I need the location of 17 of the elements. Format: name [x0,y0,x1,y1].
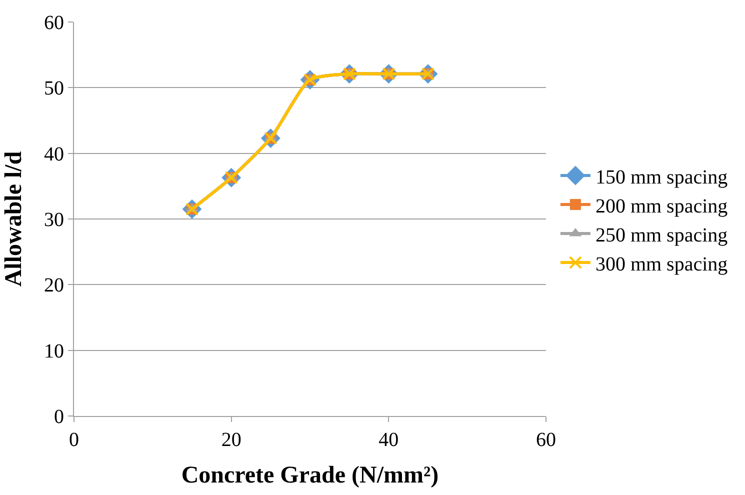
legend-label: 200 mm spacing [595,195,728,218]
y-tick-label: 40 [44,143,64,166]
x-tick-label: 20 [221,429,242,451]
x-tick-label: 40 [378,429,399,451]
y-axis-title: Allowable l/d [1,150,28,287]
y-tick-label: 0 [54,406,64,428]
x-tick-label: 60 [536,429,556,451]
legend-label: 150 mm spacing [595,166,728,188]
x-axis-title: Concrete Grade (N/mm²) [181,462,439,488]
x-tick-label: 0 [69,429,79,451]
y-tick-label: 10 [44,340,64,362]
y-tick-label: 60 [44,12,64,34]
legend-label: 300 mm spacing [595,253,728,276]
legend-label: 250 mm spacing [595,224,728,246]
y-tick-label: 50 [44,78,64,100]
y-tick-label: 30 [44,209,64,231]
y-tick-label: 20 [44,274,64,297]
